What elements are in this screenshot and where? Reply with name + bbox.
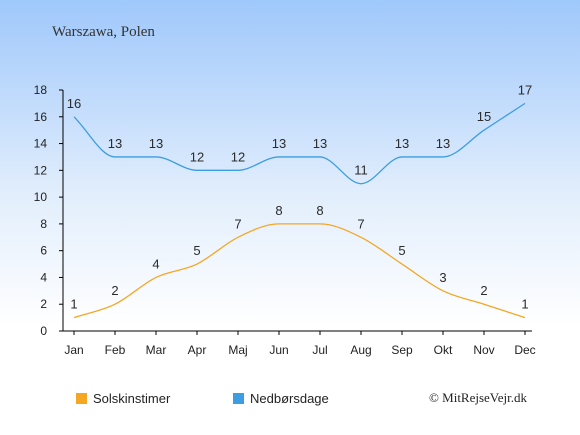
data-label-solskinstimer: 5 [398, 243, 405, 258]
data-label-nedborsdage: 12 [190, 149, 204, 164]
x-tick-label: Mar [146, 343, 167, 357]
y-tick-label: 18 [34, 83, 48, 97]
y-tick-label: 2 [40, 297, 47, 311]
x-tick-label: Jan [64, 343, 83, 357]
legend-swatch-solskinstimer [76, 393, 87, 404]
data-label-solskinstimer: 7 [234, 216, 241, 231]
data-label-nedborsdage: 11 [354, 163, 368, 178]
y-tick-label: 8 [40, 217, 47, 231]
x-tick-label: Okt [434, 343, 453, 357]
data-label-nedborsdage: 13 [313, 136, 327, 151]
data-label-nedborsdage: 12 [231, 149, 245, 164]
chart-credit: © MitRejseVejr.dk [429, 390, 527, 405]
data-label-nedborsdage: 13 [436, 136, 450, 151]
x-tick-label: Nov [473, 343, 494, 357]
data-label-solskinstimer: 8 [316, 203, 323, 218]
data-label-solskinstimer: 2 [111, 283, 118, 298]
series-line-solskinstimer [73, 223, 526, 319]
series-line-nedborsdage [73, 102, 526, 185]
data-label-nedborsdage: 13 [272, 136, 286, 151]
data-label-nedborsdage: 17 [518, 82, 532, 97]
x-tick-label: Feb [105, 343, 126, 357]
x-tick-label: Apr [188, 343, 207, 357]
data-label-nedborsdage: 16 [67, 96, 81, 111]
data-label-nedborsdage: 15 [477, 109, 491, 124]
data-label-solskinstimer: 4 [152, 256, 159, 271]
legend-swatch-nedborsdage [233, 393, 244, 404]
chart-title: Warszawa, Polen [52, 24, 155, 40]
data-label-solskinstimer: 7 [357, 216, 364, 231]
y-tick-label: 12 [34, 163, 48, 177]
x-tick-label: Sep [391, 343, 413, 357]
x-tick-label: Aug [350, 343, 371, 357]
data-label-solskinstimer: 1 [70, 297, 77, 312]
y-tick-label: 0 [40, 324, 47, 338]
y-tick-label: 10 [34, 190, 48, 204]
y-tick-label: 6 [40, 244, 47, 258]
x-tick-label: Jun [269, 343, 288, 357]
data-label-nedborsdage: 13 [108, 136, 122, 151]
legend-label-solskinstimer: Solskinstimer [93, 391, 171, 406]
data-label-solskinstimer: 2 [480, 283, 487, 298]
x-tick-label: Jul [312, 343, 327, 357]
data-label-solskinstimer: 3 [439, 270, 446, 285]
y-tick-label: 4 [40, 270, 47, 284]
legend-label-nedborsdage: Nedbørsdage [250, 391, 329, 406]
legend: Solskinstimer Nedbørsdage [76, 391, 329, 406]
data-label-nedborsdage: 13 [395, 136, 409, 151]
data-label-solskinstimer: 8 [275, 203, 282, 218]
y-tick-label: 16 [34, 110, 48, 124]
data-label-solskinstimer: 5 [193, 243, 200, 258]
y-tick-label: 14 [34, 137, 48, 151]
x-tick-label: Maj [228, 343, 247, 357]
x-tick-label: Dec [514, 343, 535, 357]
data-label-nedborsdage: 13 [149, 136, 163, 151]
data-label-solskinstimer: 1 [521, 297, 528, 312]
